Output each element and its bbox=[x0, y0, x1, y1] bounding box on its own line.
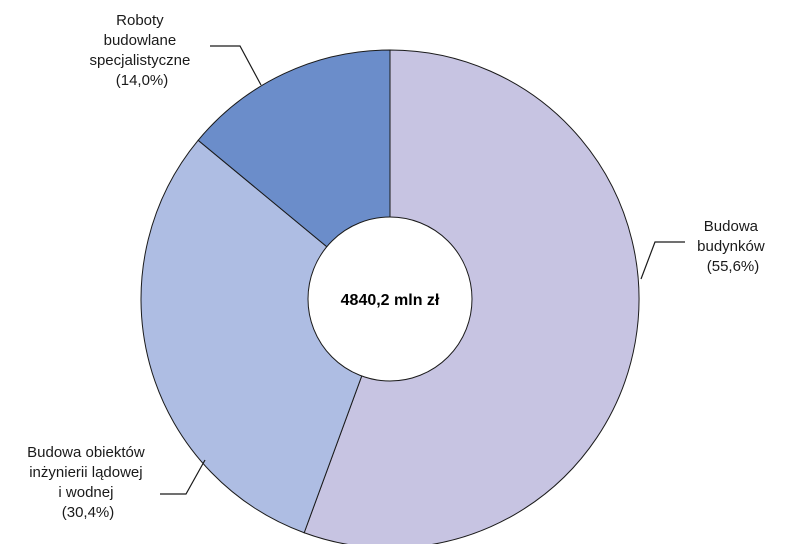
slice-percent-label: (30,4%) bbox=[62, 504, 115, 521]
leader-line-roboty bbox=[210, 45, 262, 86]
pie-slice-2 bbox=[140, 139, 391, 534]
slice-label-line: budowlane bbox=[104, 32, 177, 49]
slice-label-line: Budowa bbox=[704, 218, 759, 235]
slice-label-line: Roboty bbox=[116, 12, 164, 29]
donut-hole bbox=[307, 216, 473, 382]
center-total-label: 4840,2 mln zł bbox=[341, 292, 440, 309]
slice-label-budowa-obiektow: Budowa obiektów inżynierii lądowej i wod… bbox=[27, 444, 149, 521]
slice-label-line: budynków bbox=[697, 238, 765, 255]
slice-label-line: Budowa obiektów bbox=[27, 444, 145, 461]
leader-line-budowa-obiektow bbox=[160, 459, 206, 495]
slice-label-line: inżynierii lądowej bbox=[29, 464, 142, 481]
leader-line-budowa-budynkow bbox=[640, 241, 685, 280]
slice-label-line: specjalistyczne bbox=[89, 52, 190, 69]
slice-label-budowa-budynkow: Budowa budynków (55,6%) bbox=[697, 218, 769, 275]
slice-label-roboty: Roboty budowlane specjalistyczne (14,0%) bbox=[89, 12, 194, 89]
slice-label-line: i wodnej bbox=[58, 484, 113, 501]
slice-percent-label: (55,6%) bbox=[707, 258, 760, 275]
slice-percent-label: (14,0%) bbox=[116, 72, 169, 89]
